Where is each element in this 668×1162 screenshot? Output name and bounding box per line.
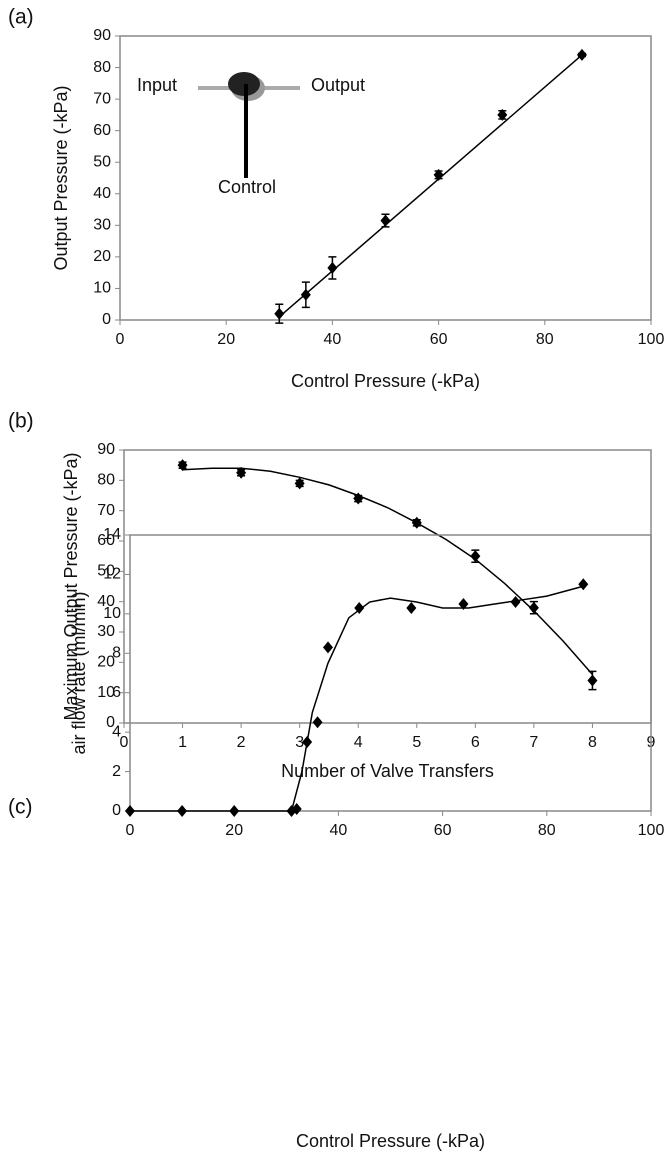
plot-frame	[129, 534, 652, 812]
data-point	[125, 805, 135, 817]
x-tick-label: 20	[225, 822, 243, 839]
trend-line	[182, 467, 594, 675]
x-axis-label: Number of Valve Transfers	[281, 761, 494, 781]
data-point	[312, 716, 323, 729]
data-point	[470, 550, 481, 563]
x-tick-label: 40	[330, 822, 348, 839]
x-tick-label: 5	[412, 734, 421, 751]
y-tick-label: 10	[97, 684, 115, 701]
x-tick-label: 8	[588, 734, 597, 751]
data-point	[327, 261, 338, 274]
data-point	[411, 516, 422, 529]
x-tick-label: 60	[430, 331, 448, 348]
data-point	[380, 214, 391, 227]
x-tick-label: 60	[434, 822, 452, 839]
x-tick-label: 0	[126, 822, 135, 839]
y-tick-label: 40	[97, 593, 115, 610]
data-point	[406, 601, 417, 614]
x-tick-label: 4	[354, 734, 363, 751]
y-tick-label: 0	[102, 311, 111, 328]
y-tick-label: 10	[93, 280, 111, 297]
y-axis-label: air flow rate (ml/min)	[69, 591, 89, 754]
data-point	[528, 601, 539, 614]
y-tick-label: 80	[93, 59, 111, 76]
data-point	[322, 641, 333, 654]
annotation: Input	[137, 75, 177, 95]
y-tick-label: 0	[112, 802, 121, 819]
y-tick-label: 70	[93, 90, 111, 107]
panel-label: (c)	[8, 796, 33, 819]
valve-diagram	[198, 72, 300, 178]
y-tick-label: 8	[112, 645, 121, 662]
y-tick-label: 90	[97, 441, 115, 458]
x-tick-label: 20	[217, 331, 235, 348]
y-tick-label: 50	[97, 563, 115, 580]
y-tick-label: 40	[93, 185, 111, 202]
data-point	[497, 108, 508, 121]
x-tick-label: 6	[471, 734, 480, 751]
y-tick-label: 0	[106, 714, 115, 731]
annotation: Control	[218, 177, 276, 197]
data-point	[354, 601, 365, 614]
x-tick-label: 100	[638, 822, 665, 839]
data-point	[302, 736, 313, 748]
data-point	[578, 578, 589, 591]
y-tick-label: 60	[93, 122, 111, 139]
data-point	[433, 168, 444, 181]
data-point	[300, 288, 311, 301]
y-tick-label: 12	[103, 566, 121, 583]
y-tick-label: 70	[97, 502, 115, 519]
x-tick-label: 0	[116, 331, 125, 348]
y-axis-label: Maximum Output Pressure (-kPa)	[61, 452, 81, 720]
data-point	[353, 492, 364, 505]
data-point	[458, 598, 469, 610]
y-tick-label: 6	[112, 684, 121, 701]
trend-line	[278, 54, 583, 318]
panel-label: (b)	[8, 410, 34, 433]
y-tick-label: 20	[93, 248, 111, 265]
y-tick-label: 30	[93, 217, 111, 234]
data-point	[294, 477, 305, 490]
x-tick-label: 100	[638, 331, 665, 348]
x-tick-label: 80	[538, 822, 556, 839]
y-tick-label: 14	[103, 526, 121, 543]
x-axis-label: Control Pressure (-kPa)	[296, 1131, 485, 1151]
data-point	[229, 805, 240, 817]
y-tick-label: 80	[97, 472, 115, 489]
plot-frame	[119, 35, 652, 321]
data-point	[576, 48, 587, 61]
y-tick-label: 90	[93, 27, 111, 44]
data-point	[274, 307, 285, 320]
x-tick-label: 0	[120, 734, 129, 751]
y-tick-label: 20	[97, 654, 115, 671]
y-tick-label: 10	[103, 605, 121, 622]
annotation: Output	[311, 75, 365, 95]
y-tick-label: 50	[93, 153, 111, 170]
data-point	[177, 459, 188, 472]
panel-label: (a)	[8, 6, 34, 29]
x-tick-label: 2	[237, 734, 246, 751]
data-point	[236, 466, 247, 479]
data-point	[291, 803, 302, 816]
y-tick-label: 4	[112, 723, 121, 740]
data-point	[587, 674, 598, 687]
x-tick-label: 1	[178, 734, 187, 751]
x-tick-label: 3	[295, 734, 304, 751]
plot-frame	[123, 449, 652, 724]
x-tick-label: 7	[529, 734, 538, 751]
x-tick-label: 80	[536, 331, 554, 348]
y-tick-label: 60	[97, 532, 115, 549]
x-tick-label: 40	[324, 331, 342, 348]
data-point	[177, 805, 188, 817]
x-axis-label: Control Pressure (-kPa)	[291, 371, 480, 391]
data-point	[510, 596, 521, 609]
y-tick-label: 30	[97, 623, 115, 640]
y-axis-label: Output Pressure (-kPa)	[51, 85, 71, 270]
y-tick-label: 2	[112, 763, 121, 780]
